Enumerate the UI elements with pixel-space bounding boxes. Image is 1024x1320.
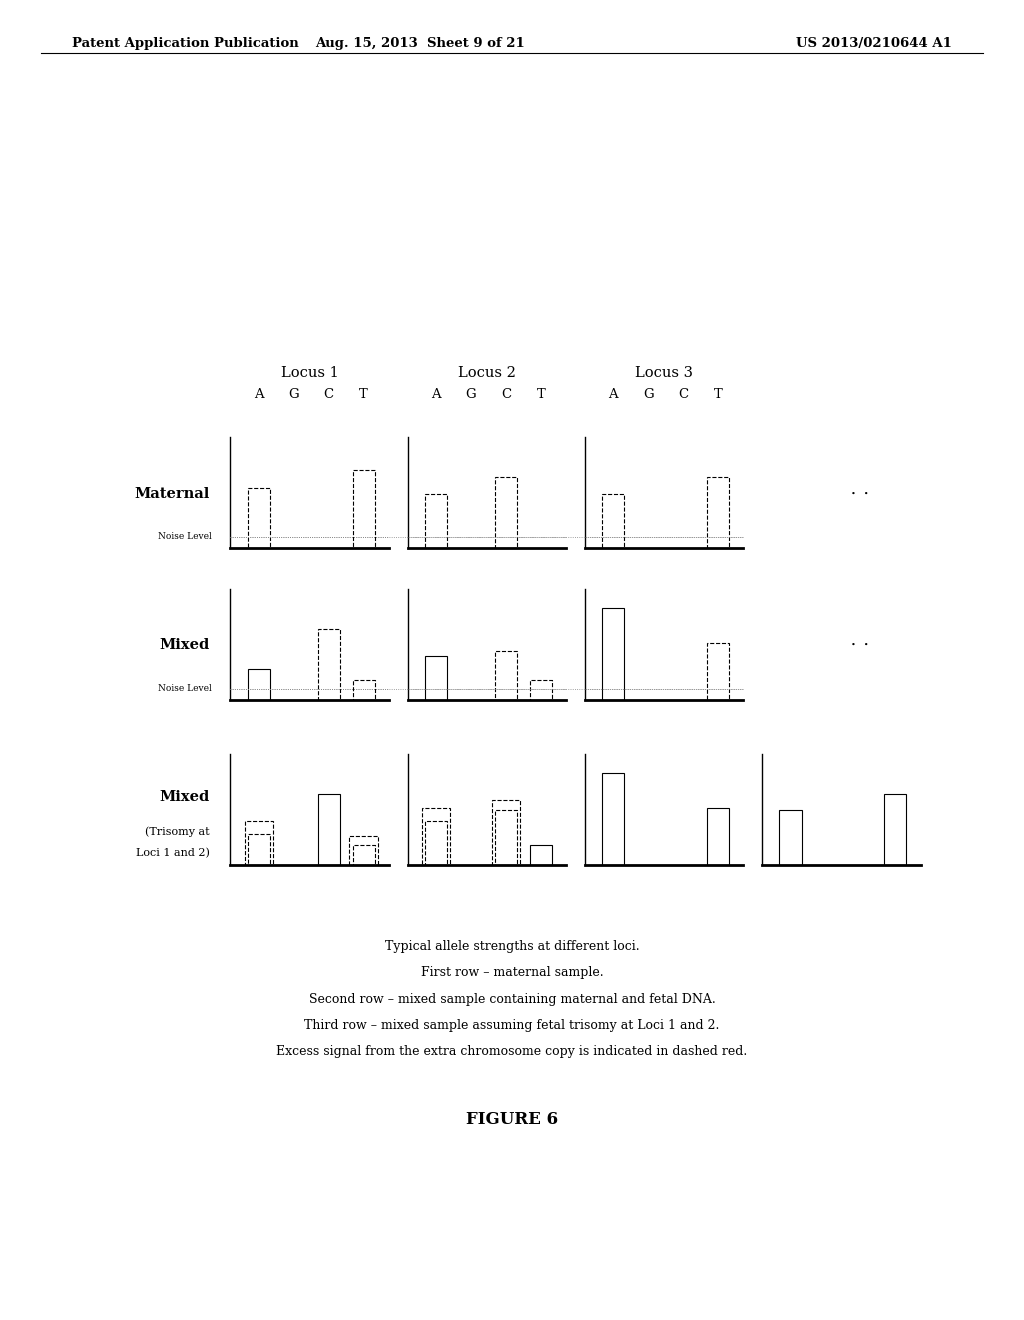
- Bar: [884, 795, 906, 865]
- Bar: [529, 680, 552, 700]
- Text: Excess signal from the extra chromosome copy is indicated in dashed red.: Excess signal from the extra chromosome …: [276, 1045, 748, 1059]
- Text: A: A: [431, 388, 441, 401]
- Bar: [248, 488, 270, 548]
- Bar: [245, 821, 273, 865]
- Text: G: G: [289, 388, 299, 401]
- Text: FIGURE 6: FIGURE 6: [466, 1111, 558, 1129]
- Text: (Trisomy at: (Trisomy at: [145, 826, 210, 837]
- Text: A: A: [254, 388, 264, 401]
- Bar: [425, 494, 447, 548]
- Bar: [425, 821, 447, 865]
- Text: A: A: [608, 388, 618, 401]
- Bar: [248, 834, 270, 865]
- Bar: [495, 810, 517, 865]
- Text: Maternal: Maternal: [134, 487, 210, 500]
- Bar: [425, 656, 447, 700]
- Bar: [317, 630, 340, 700]
- Text: Patent Application Publication: Patent Application Publication: [72, 37, 298, 50]
- Bar: [352, 470, 375, 548]
- Text: Locus 1: Locus 1: [281, 366, 339, 380]
- Bar: [529, 845, 552, 865]
- Text: US 2013/0210644 A1: US 2013/0210644 A1: [797, 37, 952, 50]
- Bar: [707, 808, 729, 865]
- Text: C: C: [324, 388, 334, 401]
- Bar: [779, 810, 802, 865]
- Bar: [602, 494, 625, 548]
- Text: Mixed: Mixed: [160, 791, 210, 804]
- Bar: [317, 795, 340, 865]
- Text: First row – maternal sample.: First row – maternal sample.: [421, 966, 603, 979]
- Bar: [707, 643, 729, 700]
- Text: C: C: [678, 388, 688, 401]
- Text: Noise Level: Noise Level: [159, 684, 212, 693]
- Bar: [707, 478, 729, 548]
- Text: Locus 2: Locus 2: [458, 366, 516, 380]
- Bar: [422, 808, 451, 865]
- Text: Aug. 15, 2013  Sheet 9 of 21: Aug. 15, 2013 Sheet 9 of 21: [315, 37, 524, 50]
- Text: Second row – mixed sample containing maternal and fetal DNA.: Second row – mixed sample containing mat…: [308, 993, 716, 1006]
- Text: C: C: [501, 388, 511, 401]
- Text: Noise Level: Noise Level: [159, 532, 212, 541]
- Bar: [602, 607, 625, 700]
- Bar: [495, 478, 517, 548]
- Text: Locus 3: Locus 3: [635, 366, 693, 380]
- Text: Loci 1 and 2): Loci 1 and 2): [136, 847, 210, 858]
- Text: G: G: [643, 388, 653, 401]
- Bar: [492, 800, 520, 865]
- Bar: [495, 651, 517, 700]
- Text: T: T: [359, 388, 368, 401]
- Text: •   •: • •: [851, 642, 869, 649]
- Bar: [602, 772, 625, 865]
- Text: •   •: • •: [851, 490, 869, 498]
- Bar: [352, 845, 375, 865]
- Bar: [349, 837, 378, 865]
- Text: T: T: [714, 388, 722, 401]
- Text: Mixed: Mixed: [160, 639, 210, 652]
- Text: G: G: [466, 388, 476, 401]
- Text: Typical allele strengths at different loci.: Typical allele strengths at different lo…: [385, 940, 639, 953]
- Bar: [352, 680, 375, 700]
- Bar: [248, 669, 270, 700]
- Text: Third row – mixed sample assuming fetal trisomy at Loci 1 and 2.: Third row – mixed sample assuming fetal …: [304, 1019, 720, 1032]
- Text: T: T: [537, 388, 545, 401]
